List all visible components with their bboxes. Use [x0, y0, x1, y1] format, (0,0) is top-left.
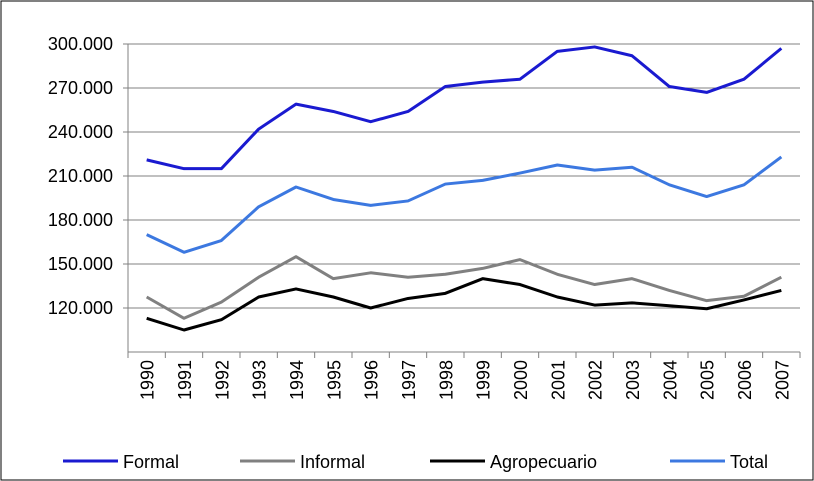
y-tick-label: 270.000: [48, 78, 113, 98]
x-tick-label: 2002: [586, 360, 606, 400]
x-tick-label: 2007: [772, 360, 792, 400]
y-tick-label: 300.000: [48, 34, 113, 54]
series-line: [146, 45, 783, 171]
y-tick-label: 180.000: [48, 210, 113, 230]
x-tick-label: 2005: [698, 360, 718, 400]
legend-label: Total: [730, 452, 768, 472]
x-tick-label: 1996: [362, 360, 382, 400]
y-tick-label: 120.000: [48, 298, 113, 318]
x-tick-label: 1998: [436, 360, 456, 400]
series-line: [146, 155, 783, 254]
x-tick-label: 1993: [250, 360, 270, 400]
x-tick-label: 1990: [138, 360, 158, 400]
x-tick-label: 1991: [175, 360, 195, 400]
y-tick-label: 240.000: [48, 122, 113, 142]
series-line: [145, 255, 783, 320]
legend-label: Agropecuario: [490, 452, 597, 472]
x-tick-label: 2004: [660, 360, 680, 400]
legend-label: Formal: [123, 452, 179, 472]
x-tick-label: 1997: [399, 360, 419, 400]
x-tick-label: 1992: [212, 360, 232, 400]
legend-label: Informal: [300, 452, 365, 472]
x-tick-label: 1994: [287, 360, 307, 400]
x-tick-label: 1999: [474, 360, 494, 400]
y-tick-label: 150.000: [48, 254, 113, 274]
y-tick-label: 210.000: [48, 166, 113, 186]
x-tick-label: 2003: [623, 360, 643, 400]
x-tick-label: 2000: [511, 360, 531, 400]
x-tick-label: 1995: [324, 360, 344, 400]
x-tick-label: 2006: [735, 360, 755, 400]
series-line: [146, 277, 782, 332]
x-tick-label: 2001: [548, 360, 568, 400]
